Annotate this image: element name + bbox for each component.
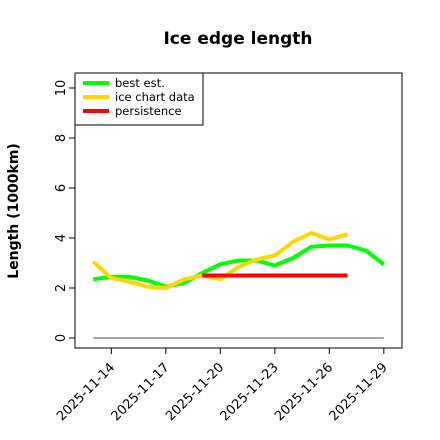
- x-tick-label: 2025-11-29: [327, 360, 391, 424]
- chart-title: Ice edge length: [163, 29, 312, 49]
- y-tick-label: 6: [54, 184, 69, 192]
- y-tick-label: 4: [54, 234, 69, 242]
- y-tick-label: 2: [54, 284, 69, 292]
- y-tick-label: 8: [54, 134, 69, 142]
- legend-label: best est.: [115, 76, 165, 90]
- y-axis-title: Length (1000km): [6, 143, 22, 279]
- y-tick-label: 10: [54, 80, 69, 97]
- plot-frame: [74, 72, 403, 349]
- y-tick-label: 0: [54, 334, 69, 342]
- series-line-best-est: [92, 243, 386, 289]
- axes-layer: 02468102025-11-142025-11-172025-11-20202…: [54, 72, 403, 424]
- series-line-ice-chart-data: [91, 231, 349, 290]
- series-layer: [91, 231, 386, 290]
- legend-label: ice chart data: [115, 90, 195, 104]
- legend-label: persistence: [115, 104, 182, 118]
